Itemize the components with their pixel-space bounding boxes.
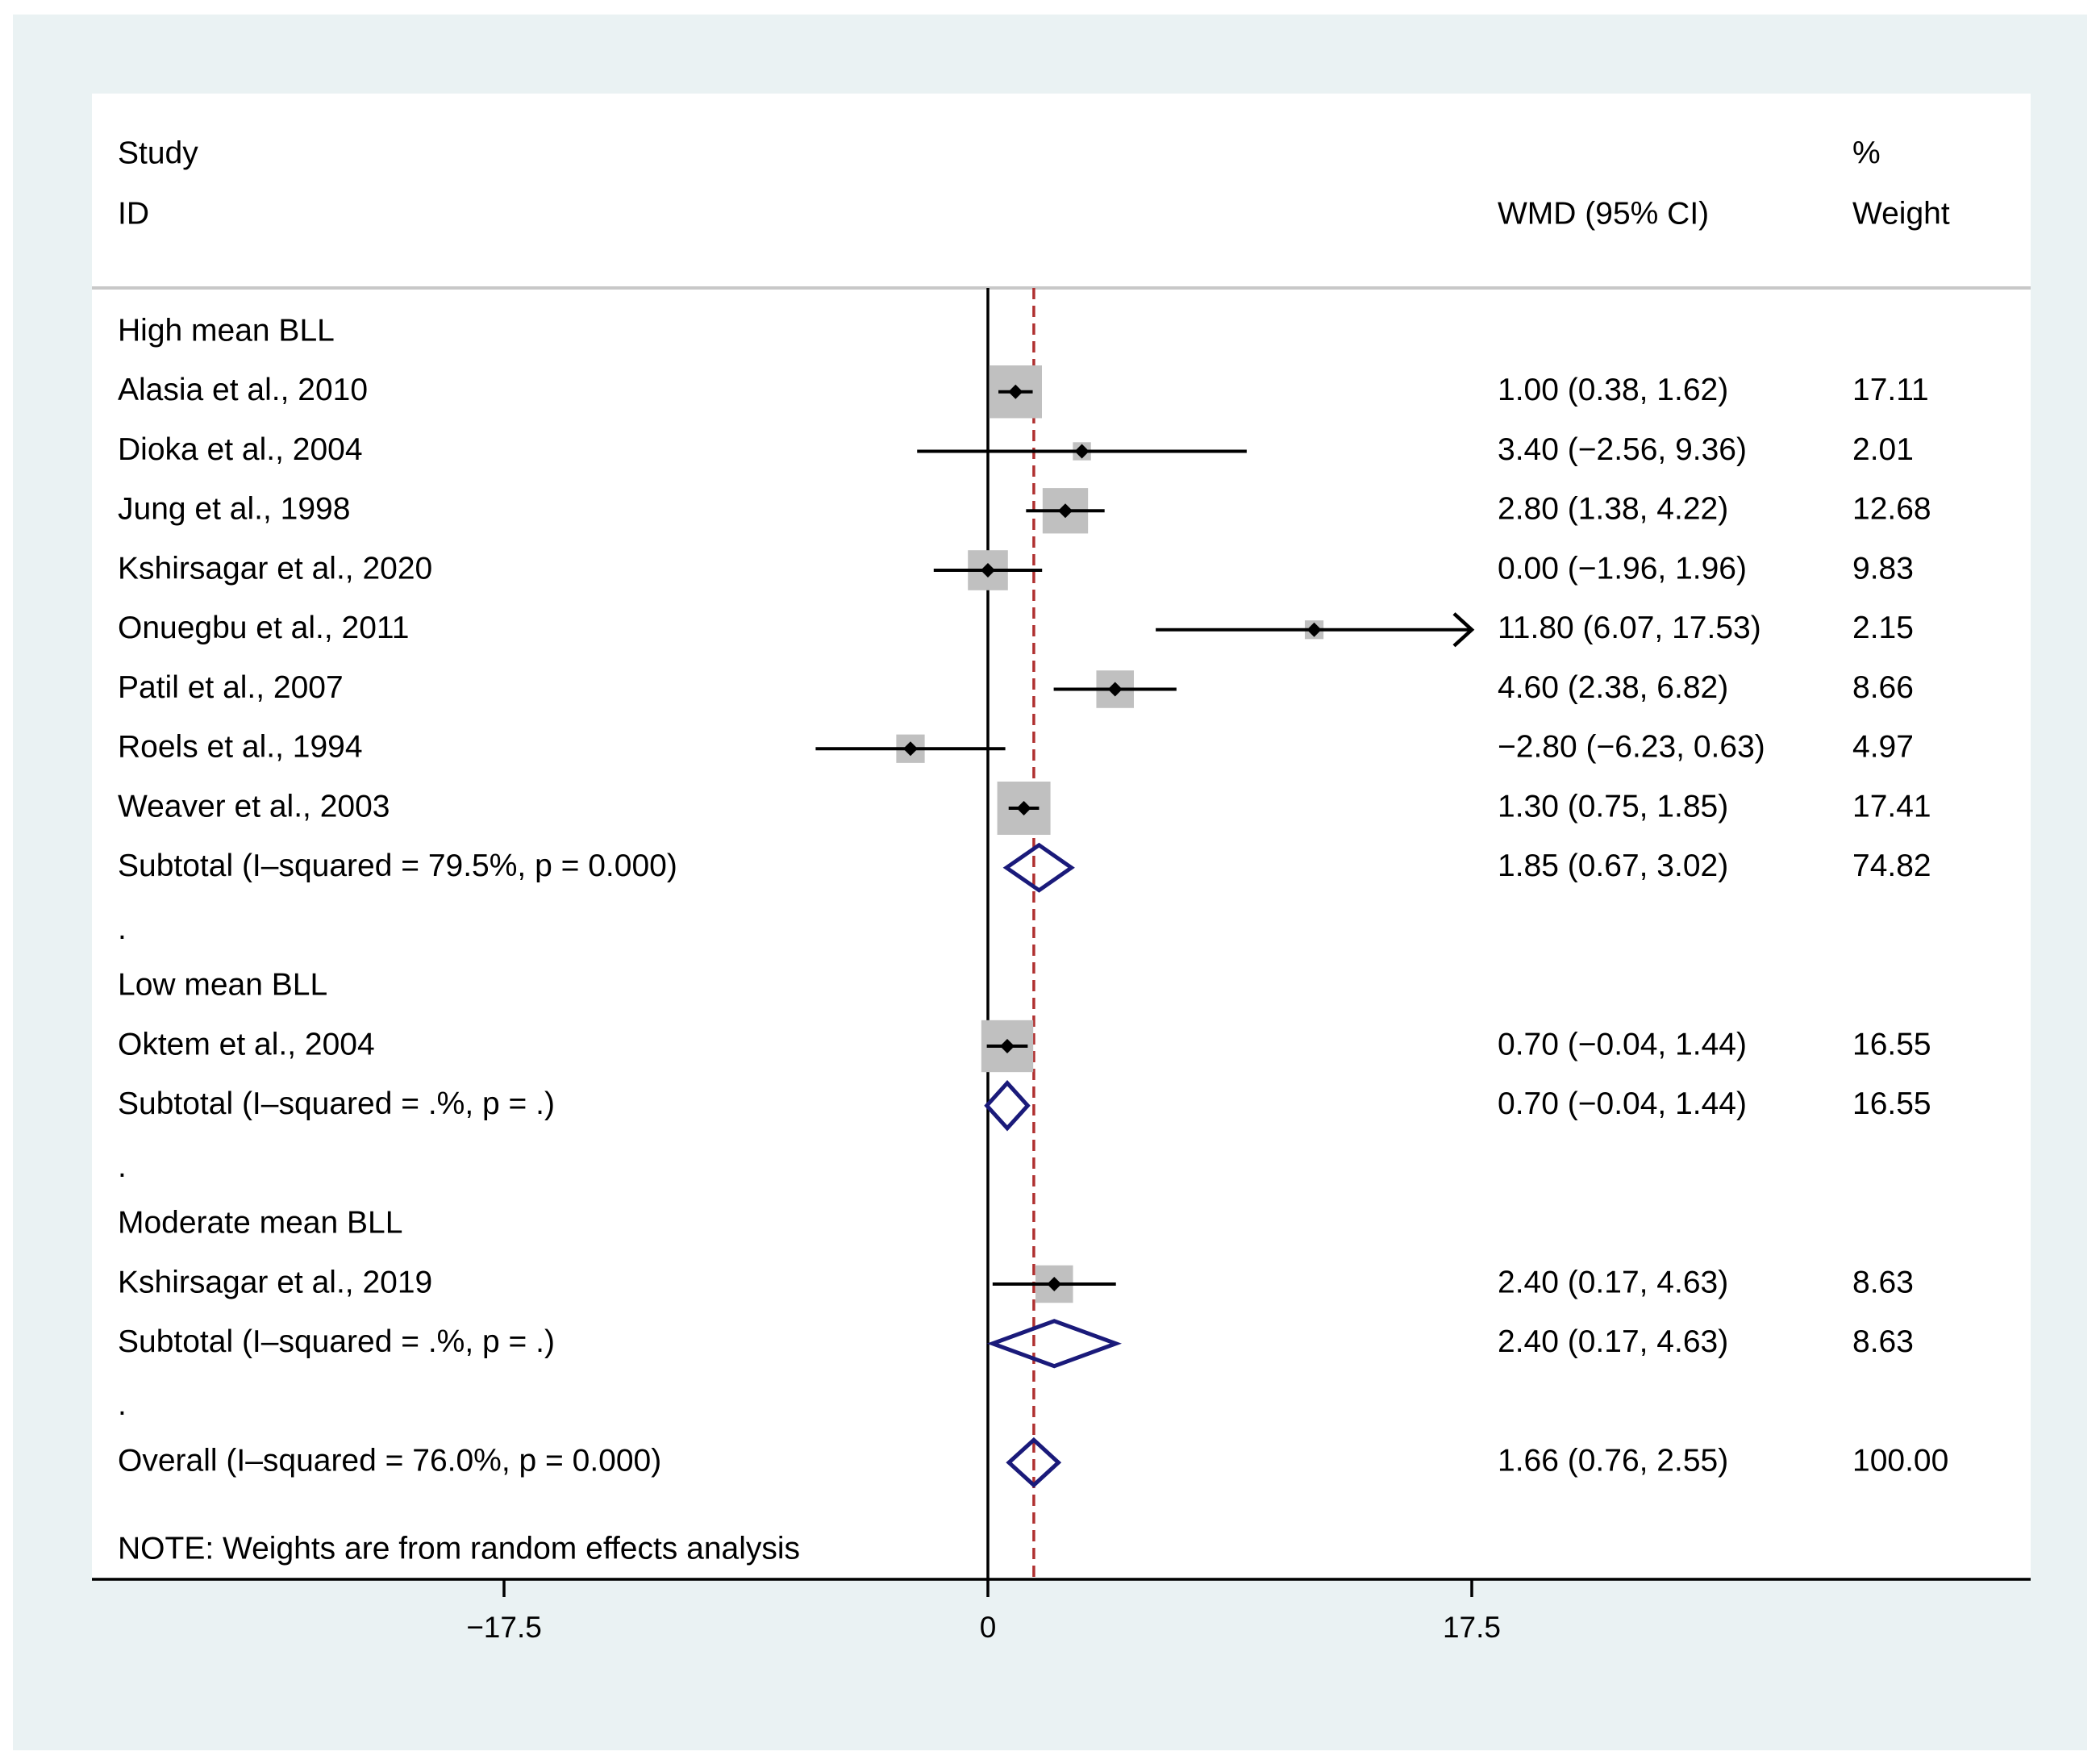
wmd-value: 0.70 (−0.04, 1.44) bbox=[1498, 1027, 1747, 1061]
wmd-value: 2.40 (0.17, 4.63) bbox=[1498, 1324, 1728, 1359]
study-label: Kshirsagar et al., 2020 bbox=[118, 551, 432, 586]
wmd-value: 1.30 (0.75, 1.85) bbox=[1498, 789, 1728, 824]
point-estimate bbox=[1107, 682, 1123, 697]
study-label: Onuegbu et al., 2011 bbox=[118, 611, 409, 645]
plot-area bbox=[92, 94, 2031, 1578]
subtotal-diamond bbox=[986, 1319, 1123, 1369]
study-label: Jung et al., 1998 bbox=[118, 492, 350, 527]
point-estimate bbox=[1016, 801, 1031, 815]
weight-value: 16.55 bbox=[1852, 1086, 1931, 1121]
x-tick-label: 17.5 bbox=[1443, 1611, 1501, 1644]
point-estimate bbox=[1008, 384, 1023, 399]
point-estimate bbox=[1058, 503, 1073, 519]
point-estimate bbox=[981, 563, 995, 578]
wmd-value: 0.00 (−1.96, 1.96) bbox=[1498, 551, 1747, 586]
study-label: Patil et al., 2007 bbox=[118, 670, 344, 705]
study-label: Oktem et al., 2004 bbox=[118, 1027, 375, 1061]
separator-dot: . bbox=[118, 911, 127, 946]
study-label: Kshirsagar et al., 2019 bbox=[118, 1265, 432, 1299]
header-weight: Weight bbox=[1852, 196, 1950, 231]
weights-note: NOTE: Weights are from random effects an… bbox=[118, 1531, 800, 1566]
wmd-value: 1.00 (0.38, 1.62) bbox=[1498, 373, 1728, 407]
wmd-value: 11.80 (6.07, 17.53) bbox=[1498, 611, 1761, 645]
x-tick-label: −17.5 bbox=[466, 1611, 542, 1644]
group-label: Moderate mean BLL bbox=[118, 1206, 402, 1241]
subtotal-diamond bbox=[1002, 842, 1075, 893]
weight-value: 2.15 bbox=[1852, 611, 1914, 645]
wmd-value: 1.85 (0.67, 3.02) bbox=[1498, 849, 1728, 883]
weight-value: 16.55 bbox=[1852, 1027, 1931, 1061]
point-estimate bbox=[1000, 1039, 1015, 1053]
overall-diamond bbox=[1006, 1437, 1062, 1488]
wmd-value: −2.80 (−6.23, 0.63) bbox=[1498, 730, 1765, 765]
study-label: Roels et al., 1994 bbox=[118, 730, 363, 765]
weight-value: 17.11 bbox=[1852, 373, 1929, 407]
weight-value: 100.00 bbox=[1852, 1444, 1948, 1478]
separator-dot: . bbox=[118, 1387, 127, 1422]
wmd-value: 4.60 (2.38, 6.82) bbox=[1498, 670, 1728, 705]
wmd-value: 0.70 (−0.04, 1.44) bbox=[1498, 1086, 1747, 1121]
header-wmd: WMD (95% CI) bbox=[1498, 196, 1709, 231]
header-id: ID bbox=[118, 196, 149, 231]
point-estimate bbox=[1074, 444, 1090, 459]
weight-value: 17.41 bbox=[1852, 789, 1931, 824]
study-label: Weaver et al., 2003 bbox=[118, 789, 390, 824]
ci-arrow bbox=[1452, 612, 1475, 648]
header-study: Study bbox=[118, 136, 198, 170]
point-estimate bbox=[903, 741, 918, 757]
subtotal-label: Subtotal (I–squared = .%, p = .) bbox=[118, 1086, 555, 1121]
weight-value: 2.01 bbox=[1852, 432, 1914, 467]
weight-value: 8.66 bbox=[1852, 670, 1914, 705]
subtotal-label: Subtotal (I–squared = 79.5%, p = 0.000) bbox=[118, 849, 677, 883]
point-estimate bbox=[1047, 1277, 1062, 1291]
weight-value: 12.68 bbox=[1852, 492, 1931, 527]
study-label: Dioka et al., 2004 bbox=[118, 432, 363, 467]
overall-label: Overall (I–squared = 76.0%, p = 0.000) bbox=[118, 1444, 661, 1478]
weight-value: 4.97 bbox=[1852, 730, 1914, 765]
wmd-value: 3.40 (−2.56, 9.36) bbox=[1498, 432, 1747, 467]
wmd-value: 2.80 (1.38, 4.22) bbox=[1498, 492, 1728, 527]
group-label: Low mean BLL bbox=[118, 968, 327, 1003]
study-label: Alasia et al., 2010 bbox=[118, 373, 368, 407]
x-tick-label: 0 bbox=[980, 1611, 997, 1644]
point-estimate bbox=[1306, 622, 1322, 637]
weight-value: 8.63 bbox=[1852, 1324, 1914, 1359]
header-percent: % bbox=[1852, 136, 1881, 170]
subtotal-diamond bbox=[984, 1080, 1031, 1132]
weight-value: 8.63 bbox=[1852, 1265, 1914, 1299]
group-label: High mean BLL bbox=[118, 313, 335, 348]
weight-value: 9.83 bbox=[1852, 551, 1914, 586]
weight-value: 74.82 bbox=[1852, 849, 1931, 883]
wmd-value: 2.40 (0.17, 4.63) bbox=[1498, 1265, 1728, 1299]
subtotal-label: Subtotal (I–squared = .%, p = .) bbox=[118, 1324, 555, 1359]
wmd-value: 1.66 (0.76, 2.55) bbox=[1498, 1444, 1728, 1478]
separator-dot: . bbox=[118, 1149, 127, 1184]
